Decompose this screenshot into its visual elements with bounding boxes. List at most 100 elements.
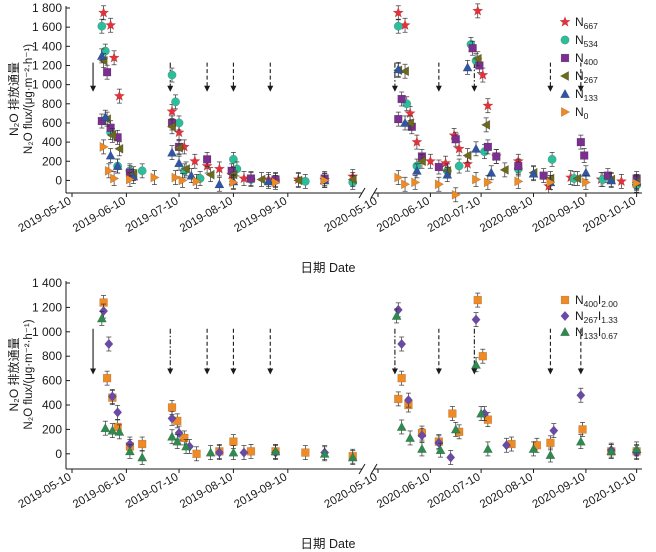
top-event-arrowhead: [391, 85, 398, 92]
top-xlabel: 日期 Date: [301, 261, 356, 275]
data-point: [394, 394, 403, 404]
legend-label: N267I1.33: [575, 309, 618, 325]
data-point: [270, 446, 281, 456]
data-point: [572, 173, 582, 184]
data-point: [301, 448, 310, 457]
data-point: [293, 175, 303, 186]
data-point: [125, 174, 136, 185]
top-event-arrowhead: [547, 85, 554, 92]
top-y-tick-label: 1 200: [32, 58, 62, 72]
data-point: [631, 443, 642, 453]
bottom-event-arrowhead: [267, 368, 274, 375]
legend-marker: [559, 326, 571, 336]
data-point: [501, 440, 511, 451]
top-axis-break: [370, 187, 378, 199]
data-point: [137, 452, 148, 462]
data-point: [483, 177, 494, 188]
bottom-x-tick-label: 2020-10-10: [581, 471, 638, 511]
data-point: [478, 352, 487, 361]
data-point: [96, 50, 107, 60]
bottom-axis-break: [358, 463, 366, 475]
data-point: [448, 409, 457, 418]
data-point: [320, 175, 330, 186]
data-point: [396, 421, 407, 431]
top-y-tick-label: 800: [42, 97, 62, 111]
bottom-event-arrowhead: [90, 368, 97, 375]
data-point: [347, 174, 357, 185]
data-point: [549, 425, 559, 436]
data-point: [580, 151, 589, 160]
data-point: [192, 176, 202, 187]
top-x-tick-label: 2020-09-10: [530, 195, 587, 235]
bottom-x-tick-label: 2020-08-10: [478, 471, 535, 511]
data-point: [471, 143, 482, 153]
data-point: [462, 62, 473, 72]
data-point: [454, 161, 464, 171]
data-point: [99, 141, 109, 152]
data-point: [400, 117, 411, 127]
data-point: [104, 338, 114, 350]
data-point: [178, 175, 188, 186]
legend-marker: [559, 16, 571, 27]
data-point: [391, 310, 402, 320]
data-point: [205, 169, 215, 180]
data-point: [546, 177, 556, 188]
data-point: [138, 439, 147, 449]
bottom-x-tick-label: 2019-06-10: [71, 471, 128, 511]
data-point: [97, 6, 110, 18]
top-x-tick-label: 2019-07-10: [124, 195, 181, 235]
data-point: [405, 432, 416, 442]
data-point: [435, 444, 446, 455]
data-point: [213, 162, 226, 174]
bottom-event-arrowhead: [167, 368, 174, 375]
data-point: [411, 177, 421, 188]
data-point: [189, 155, 201, 167]
data-point: [113, 90, 126, 101]
top-ylabel-en: N₂O flux/(μg·m⁻²·h⁻¹): [23, 44, 35, 154]
top-x-tick-label: 2020-05-10: [323, 195, 380, 235]
data-point: [472, 53, 482, 64]
legend-label: N267: [575, 69, 598, 85]
top-series-N0: [99, 139, 642, 203]
legend-label: N133: [575, 87, 598, 103]
top-event-arrowhead: [204, 85, 211, 92]
data-point: [228, 154, 238, 164]
data-point: [462, 150, 472, 161]
data-point: [112, 160, 123, 171]
bottom-event-arrowhead: [577, 368, 584, 375]
legend-marker: [561, 106, 571, 118]
data-point: [107, 130, 117, 141]
bottom-x-tick-label: 2020-09-10: [530, 471, 587, 511]
data-point: [439, 157, 452, 169]
data-point: [403, 394, 413, 406]
data-point: [171, 97, 180, 107]
bottom-x-tick-label: 2020-07-10: [426, 471, 483, 511]
data-point: [581, 177, 592, 188]
data-point: [180, 433, 189, 443]
data-point: [96, 313, 107, 323]
data-point: [166, 121, 176, 132]
top-event-arrowhead: [90, 85, 97, 92]
data-point: [102, 68, 112, 77]
bottom-y-tick-label: 1 400: [32, 276, 62, 290]
data-point: [492, 152, 501, 161]
data-point: [397, 374, 406, 383]
data-point: [100, 422, 111, 433]
data-point: [246, 174, 256, 183]
top-y-tick-label: 1 800: [32, 1, 62, 15]
top-y-tick-label: 0: [55, 173, 62, 187]
top-legend: N667 N534 N400 N267 N133 N0: [559, 15, 598, 121]
data-point: [263, 176, 274, 186]
data-point: [545, 449, 556, 459]
data-point: [451, 135, 460, 144]
data-point: [319, 448, 330, 458]
bottom-series-N267I1.33: [99, 302, 642, 465]
data-point: [124, 446, 135, 456]
bottom-y-tick-label: 0: [55, 447, 62, 461]
data-point: [167, 403, 177, 412]
data-point: [166, 105, 178, 117]
data-point: [394, 172, 404, 183]
legend-marker: [560, 295, 570, 305]
